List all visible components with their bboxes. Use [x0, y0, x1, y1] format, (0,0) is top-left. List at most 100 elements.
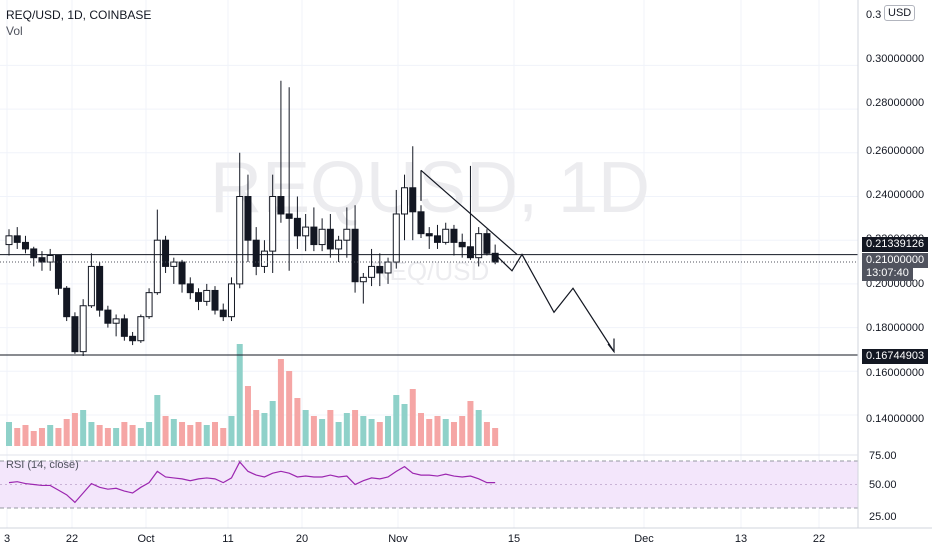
- volume-bar: [80, 410, 87, 446]
- candle-body: [21, 241, 29, 250]
- candle-body: [293, 217, 301, 237]
- volume-bar: [162, 416, 169, 446]
- volume-bar: [302, 410, 309, 446]
- candle-body: [38, 257, 46, 263]
- volume-bar: [170, 419, 177, 446]
- volume-bar: [409, 389, 416, 446]
- candle-body: [401, 187, 409, 215]
- candle-body: [417, 211, 425, 235]
- candle-body: [203, 289, 211, 302]
- candle-body: [71, 316, 79, 353]
- triangle-upper-trendline: [420, 169, 518, 255]
- volume-bar: [129, 425, 136, 446]
- bar-countdown-badge: 13:07:40: [862, 266, 913, 281]
- volume-bar: [137, 428, 144, 446]
- volume-bar: [179, 422, 186, 446]
- watermark-main: REQUSD, 1D: [210, 148, 650, 228]
- volume-bar: [96, 425, 103, 446]
- volume-bar: [401, 404, 408, 446]
- volume-bar: [30, 431, 37, 446]
- candle-body: [227, 283, 235, 318]
- price-tick-label: 0.30000000: [866, 53, 924, 65]
- volume-bar: [38, 428, 45, 446]
- volume-bar: [236, 344, 243, 446]
- volume-bar: [459, 416, 466, 446]
- volume-bar: [146, 422, 153, 446]
- candle-body: [277, 196, 285, 215]
- price-tick-label: 0.28000000: [866, 97, 924, 109]
- time-tick-label: 3: [4, 533, 10, 545]
- time-tick-label: 11: [222, 533, 233, 545]
- volume-bar: [327, 410, 334, 446]
- candle-body: [351, 228, 359, 283]
- volume-bar: [368, 419, 375, 446]
- price-tick-label: 0.18000000: [866, 322, 924, 334]
- volume-bar: [343, 413, 350, 446]
- volume-bar: [6, 422, 12, 446]
- candle-body: [269, 196, 277, 252]
- volume-bar: [154, 395, 161, 446]
- candle-body: [466, 246, 474, 259]
- candle-body: [129, 335, 137, 342]
- rsi-line: [8, 460, 496, 504]
- candle-body: [368, 265, 376, 278]
- rsi-legend: RSI (14, close): [6, 459, 79, 471]
- last-price-badge: 0.21000000: [862, 253, 929, 268]
- candle-body: [96, 265, 104, 311]
- volume-bar: [492, 428, 499, 446]
- candle-body: [137, 316, 145, 342]
- volume-bar: [104, 428, 111, 446]
- candle-body: [260, 250, 268, 267]
- time-tick-label: 22: [813, 533, 825, 545]
- symbol-title: REQ/USD, 1D, COINBASE: [6, 8, 152, 22]
- price-tick-label: 0.14000000: [866, 413, 924, 425]
- volume-bar: [55, 428, 62, 446]
- candle-body: [384, 261, 392, 274]
- volume-bar: [442, 419, 449, 446]
- candle-body: [442, 228, 450, 243]
- candle-body: [285, 213, 293, 219]
- price-tick-label: 0.26000000: [866, 145, 924, 157]
- candle-body: [475, 233, 483, 259]
- volume-bar: [212, 422, 218, 446]
- symbol-watermark: REQUSD, 1D REQ/USD: [210, 148, 650, 286]
- candle-body: [13, 235, 21, 243]
- candle-body: [310, 226, 318, 246]
- volume-bar: [187, 425, 194, 446]
- candle-body: [112, 318, 120, 324]
- candle-body: [211, 289, 219, 311]
- candle-body: [153, 239, 161, 294]
- candle-body: [483, 233, 491, 254]
- candle-body: [302, 226, 310, 237]
- volume-bar: [47, 425, 54, 446]
- currency-button[interactable]: USD: [884, 5, 916, 21]
- candle-body: [359, 276, 367, 283]
- volume-bar: [14, 428, 21, 446]
- volume-bar: [319, 419, 326, 446]
- price-tick-label: 0.3: [866, 9, 881, 21]
- candle-body: [458, 241, 466, 248]
- volume-bar: [393, 395, 400, 446]
- rsi-band: [0, 460, 858, 509]
- volume-bar: [203, 425, 210, 446]
- upper-line-price-badge: 0.21339126: [862, 237, 929, 252]
- volume-bar: [253, 410, 260, 446]
- candle-body: [87, 265, 95, 307]
- candle-body: [425, 233, 433, 237]
- volume-bar: [228, 416, 235, 446]
- time-tick-label: 13: [735, 533, 747, 545]
- volume-bar: [335, 422, 342, 446]
- volume-bars: [6, 344, 499, 446]
- candle-body: [186, 283, 194, 294]
- candle-body: [63, 287, 71, 318]
- candle-body: [433, 235, 441, 243]
- candle-body: [120, 318, 128, 337]
- rsi-tick-label: 75.00: [869, 450, 897, 462]
- projection-path: [494, 253, 615, 352]
- candle-body: [79, 305, 87, 353]
- candle-body: [244, 196, 252, 241]
- candle-body: [54, 254, 62, 289]
- candlesticks: [5, 80, 499, 357]
- time-tick-label: 20: [296, 533, 308, 545]
